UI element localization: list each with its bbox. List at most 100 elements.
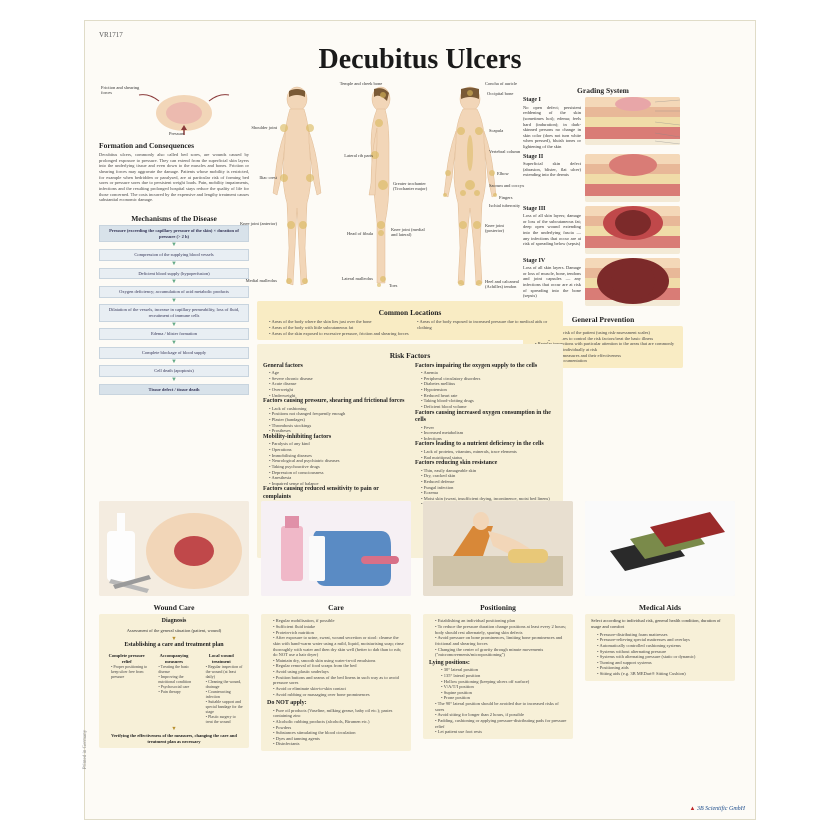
grading-heading: Grading System xyxy=(523,86,683,95)
flow-arrow: ▼ xyxy=(99,243,249,248)
lbl-heel: Heel and calcaneal (Achilles) tendon xyxy=(485,279,530,290)
risk-group-title: Factors leading to a nutrient deficiency… xyxy=(415,441,557,449)
risk-group-title: Factors reducing skin resistance xyxy=(415,460,557,468)
lbl-occip: Occipital bone xyxy=(487,91,513,97)
list-item: To reduce the pressure duration change p… xyxy=(435,624,567,635)
pos-lying-h: Lying positions: xyxy=(429,660,567,668)
photo-wound xyxy=(99,501,249,596)
lbl-knee-post: Knee joint (posterior) xyxy=(485,223,520,234)
flow-step: Compression of the supplying blood vesse… xyxy=(99,249,249,261)
common-loc-heading: Common Locations xyxy=(263,308,557,317)
photo-aids xyxy=(585,501,735,596)
flow-step: Dilatation of the vessels, increase in c… xyxy=(99,304,249,321)
friction-label: Friction and shearing forces xyxy=(101,85,146,96)
formation-heading: Formation and Consequences xyxy=(99,141,249,150)
wc-branch-title: Accompanying measures xyxy=(152,653,195,664)
flow-step: Oxygen deficiency; accumulation of acid … xyxy=(99,286,249,298)
stage-row: Stage IISuperficial skin defect (abrasio… xyxy=(523,154,683,202)
stage-text: Stage IVLoss of all skin layers. Damage … xyxy=(523,258,581,306)
flow-arrow: ▼ xyxy=(99,378,249,383)
list-item: Areas of the skin exposed to excessive p… xyxy=(269,331,409,337)
flow-arrow: ▼ xyxy=(99,341,249,346)
pos-col: Positioning Establishing an individual p… xyxy=(423,600,573,751)
lbl-lat-mal: Lateral malleolus xyxy=(342,276,373,282)
lbl-vert: Vertebral column xyxy=(489,149,520,155)
product-code: VR1717 xyxy=(99,31,741,40)
list-item: Regular inspection of the wound (at leas… xyxy=(206,664,243,679)
lbl-elbow: Elbow xyxy=(497,171,509,177)
photo-row xyxy=(99,501,741,596)
friction-diagram: Friction and shearing forces Pressure xyxy=(99,83,249,138)
lbl-sacrum: Sacrum and coccyx xyxy=(489,183,529,189)
aids-col: Medical Aids Select according to individ… xyxy=(585,600,735,751)
list-item: Changing the center of gravity through m… xyxy=(435,647,567,658)
photo-care xyxy=(261,501,411,596)
lbl-temple: Temple and cheek bone xyxy=(331,81,391,87)
stage-row: Stage IIILoss of all skin layers; damage… xyxy=(523,206,683,254)
lbl-fibula: Head of fibula xyxy=(347,231,373,237)
pos-box: Establishing an individual positioning p… xyxy=(423,614,573,738)
left-column: Friction and shearing forces Pressure Fo… xyxy=(99,83,249,396)
stage-illustration xyxy=(585,206,680,254)
flow-arrow: ▼ xyxy=(99,360,249,365)
flow-step: Complete blockage of blood supply xyxy=(99,347,249,359)
wc-heading: Wound Care xyxy=(99,603,249,612)
list-item: The 90° lateral position should be avoid… xyxy=(435,701,567,712)
wc-box: Diagnosis Assessment of the general situ… xyxy=(99,614,249,748)
list-item: Pain therapy xyxy=(158,689,195,694)
stage-text: Stage IISuperficial skin defect (abrasio… xyxy=(523,154,581,202)
flow-step: Pressure (exceeding the capillary pressu… xyxy=(99,225,249,242)
wc-plan: Establishing a care and treatment plan xyxy=(105,642,243,650)
list-item: After exposure to urine, sweat, wound se… xyxy=(273,635,405,658)
brand-logo: ▲ 3B Scientific GmbH xyxy=(690,806,745,814)
poster-title: Decubitus Ulcers xyxy=(99,42,741,77)
flow-arrow: ▼ xyxy=(99,323,249,328)
list-item: Disinfectants xyxy=(273,741,405,747)
wc-sub: Diagnosis xyxy=(105,618,243,626)
lbl-toes: Toes xyxy=(389,283,397,289)
wc-footer: Verifying the effectiveness of the measu… xyxy=(105,733,243,744)
wc-assess: Assessment of the general situation (pat… xyxy=(105,628,243,634)
list-item: Improving the nutritional condition xyxy=(158,674,195,684)
list-item: Plastic surgery to treat the wound xyxy=(206,714,243,724)
risk-group-title: Factors impairing the oxygen supply to t… xyxy=(415,363,557,371)
list-item: Counteracting infection xyxy=(206,689,243,699)
lbl-scapula: Scapula xyxy=(489,128,503,134)
flow-arrow: ▼ xyxy=(99,299,249,304)
care-donot-h: Do NOT apply: xyxy=(267,700,405,708)
list-item: Proper positioning to keep ulcer free fr… xyxy=(111,664,148,679)
flow-step: Edema / blister formation xyxy=(99,328,249,340)
aids-box: Select according to individual risk, gen… xyxy=(585,614,735,680)
risk-group-title: Mobility-inhibiting factors xyxy=(263,434,405,442)
flow-arrow: ▼ xyxy=(99,262,249,267)
pressure-label: Pressure xyxy=(169,131,184,137)
risk-group-title: General factors xyxy=(263,363,405,371)
pos-heading: Positioning xyxy=(423,603,573,612)
bottom-text-row: Wound Care Diagnosis Assessment of the g… xyxy=(99,600,741,751)
stage-text: Stage IIILoss of all skin layers; damage… xyxy=(523,206,581,254)
care-col: Care Regular mobilisation, if possibleSu… xyxy=(261,600,411,751)
stage-illustration xyxy=(585,154,680,202)
stage-row: Stage INo open defect; persistent redden… xyxy=(523,97,683,150)
list-item: Suitable support and special bandage for… xyxy=(206,699,243,714)
poster-root: VR1717 Decubitus Ulcers Friction and she… xyxy=(84,20,756,820)
aids-heading: Medical Aids xyxy=(585,603,735,612)
wc-branch-title: Complete pressure relief xyxy=(105,653,148,664)
lbl-ribs: Lateral rib parts xyxy=(343,153,373,159)
lbl-ischial: Ischial tuberosity xyxy=(489,203,520,209)
printed-in: Printed in Germany xyxy=(83,730,89,769)
lbl-knee-ant: Knee joint (anterior) xyxy=(237,221,277,227)
list-item: Sitting aids (e.g. 3B MEDart® Sitting Cu… xyxy=(597,671,729,677)
wc-branch: Complete pressure reliefProper positioni… xyxy=(105,653,148,724)
list-item: Position buttons and seams of the bed li… xyxy=(273,675,405,686)
mechanisms-heading: Mechanisms of the Disease xyxy=(99,214,249,223)
wc-branch: Accompanying measuresTreating the basic … xyxy=(152,653,195,724)
list-item: Areas of the body exposed to increased p… xyxy=(417,319,557,330)
aids-intro: Select according to individual risk, gen… xyxy=(591,618,729,629)
lbl-fingers: Fingers xyxy=(499,195,513,201)
flow-step: Deficient blood supply (hypoperfusion) xyxy=(99,268,249,280)
care-heading: Care xyxy=(261,603,411,612)
stage-illustration xyxy=(585,258,680,306)
list-item: Treating the basic disease xyxy=(158,664,195,674)
body-back: Concha of auricle Occipital bone Scapula… xyxy=(425,83,515,293)
